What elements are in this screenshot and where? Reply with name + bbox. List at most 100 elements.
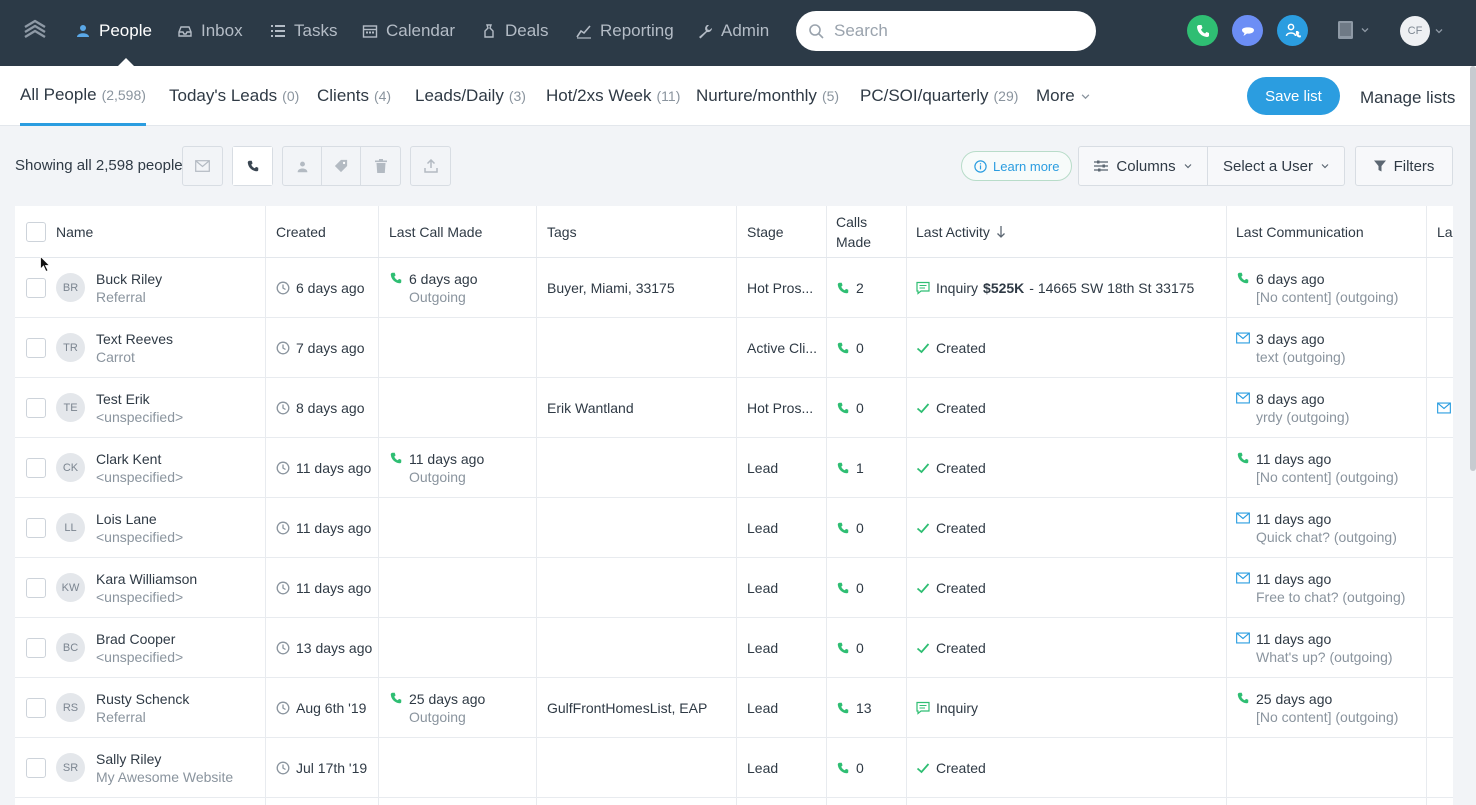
search-input[interactable] [834, 21, 1074, 41]
avatar[interactable]: CK [56, 453, 85, 482]
last-activity-cell[interactable]: Inquiry [916, 678, 1222, 738]
row-checkbox[interactable] [26, 518, 46, 538]
page-scrollbar[interactable] [1470, 66, 1476, 471]
save-list-button[interactable]: Save list [1247, 77, 1340, 115]
person-name[interactable]: Test Erik [96, 391, 150, 407]
header-created[interactable]: Created [276, 224, 326, 240]
row-checkbox[interactable] [26, 278, 46, 298]
row-checkbox[interactable] [26, 338, 46, 358]
filters-button[interactable]: Filters [1355, 146, 1453, 186]
last-activity-cell[interactable]: Created [916, 438, 1222, 498]
user-menu-chevron-icon[interactable] [1435, 27, 1443, 35]
assign-button[interactable] [283, 147, 322, 185]
last-communication-cell[interactable]: 11 days ago What's up? (outgoing) [1236, 618, 1424, 678]
table-row[interactable]: TR Text Reeves Carrot 7 days ago Active Cli.… [15, 318, 1453, 378]
person-name[interactable]: Buck Riley [96, 271, 163, 287]
header-last-call-made[interactable]: Last Call Made [389, 224, 483, 240]
last-communication-cell[interactable]: 6 days ago [No content] (outgoing) [1236, 258, 1424, 318]
nav-people[interactable]: People [75, 0, 152, 62]
learn-more-button[interactable]: Learn more [961, 151, 1073, 181]
tab-clients[interactable]: Clients (4) [317, 66, 391, 126]
row-checkbox[interactable] [26, 398, 46, 418]
delete-button[interactable] [361, 147, 400, 185]
stage-cell[interactable]: Hot Pros... [747, 400, 814, 416]
avatar[interactable]: RS [56, 693, 85, 722]
email-button[interactable] [183, 147, 222, 185]
stage-cell[interactable]: Lead [747, 760, 779, 776]
table-row[interactable]: RS Rusty Schenck Referral Aug 6th '19 25 day… [15, 678, 1453, 738]
header-name[interactable]: Name [56, 224, 94, 240]
table-row[interactable]: TE Test Erik <unspecified> 8 days ago Erik W… [15, 378, 1453, 438]
stage-cell[interactable]: Lead [747, 460, 779, 476]
search-box[interactable] [796, 11, 1096, 51]
tab-todays-leads[interactable]: Today's Leads (0) [169, 66, 299, 126]
nav-calendar[interactable]: Calendar [362, 0, 455, 62]
tag-button[interactable] [322, 147, 361, 185]
row-checkbox[interactable] [26, 578, 46, 598]
avatar[interactable]: LL [56, 513, 85, 542]
stage-cell[interactable]: Lead [747, 520, 779, 536]
tab-more[interactable]: More [1036, 66, 1090, 126]
header-stage[interactable]: Stage [747, 224, 784, 240]
call-button[interactable] [233, 147, 272, 185]
table-row[interactable]: CK Clark Kent <unspecified> 11 days ago 11 d… [15, 438, 1453, 498]
person-name[interactable]: Sally Riley [96, 751, 162, 767]
last-activity-cell[interactable]: Created [916, 318, 1222, 378]
avatar[interactable]: BR [56, 273, 85, 302]
nav-tasks[interactable]: Tasks [270, 0, 337, 62]
person-name[interactable]: Rusty Schenck [96, 691, 190, 707]
last-communication-cell[interactable]: 3 days ago text (outgoing) [1236, 318, 1424, 378]
avatar[interactable]: TR [56, 333, 85, 362]
nav-admin[interactable]: Admin [697, 0, 769, 62]
person-name[interactable]: Brad Cooper [96, 631, 176, 647]
last-communication-cell[interactable]: 25 days ago [No content] (outgoing) [1236, 678, 1424, 738]
last-activity-cell[interactable]: Created [916, 378, 1222, 438]
avatar[interactable]: KW [56, 573, 85, 602]
user-avatar[interactable]: CF [1400, 16, 1430, 46]
person-name[interactable]: Kara Williamson [96, 571, 198, 587]
person-name[interactable]: Lois Lane [96, 511, 157, 527]
last-activity-cell[interactable]: Created [916, 558, 1222, 618]
select-all-checkbox[interactable] [26, 222, 46, 242]
header-tags[interactable]: Tags [547, 224, 577, 240]
person-name[interactable]: Clark Kent [96, 451, 162, 467]
last-activity-cell[interactable]: Created [916, 618, 1222, 678]
row-checkbox[interactable] [26, 638, 46, 658]
table-row[interactable]: SR Sally Riley My Awesome Website Jul 17th … [15, 738, 1453, 798]
last-activity-cell[interactable]: Inquiry $525K - 14665 SW 18th St 33175 [916, 258, 1222, 318]
stage-cell[interactable]: Lead [747, 580, 779, 596]
phone-button[interactable] [1187, 15, 1218, 46]
stage-cell[interactable]: Active Cli... [747, 340, 818, 356]
avatar[interactable]: TE [56, 393, 85, 422]
manage-lists-link[interactable]: Manage lists [1360, 88, 1456, 107]
stage-cell[interactable]: Lead [747, 700, 779, 716]
last-communication-cell[interactable]: 11 days ago Quick chat? (outgoing) [1236, 498, 1424, 558]
address-book-menu[interactable] [1337, 20, 1369, 40]
row-checkbox[interactable] [26, 458, 46, 478]
nav-reporting[interactable]: Reporting [576, 0, 674, 62]
chat-button[interactable] [1232, 15, 1263, 46]
avatar[interactable]: BC [56, 633, 85, 662]
tab-all-people[interactable]: All People (2,598) [20, 66, 146, 126]
tab-hot-2xs-week[interactable]: Hot/2xs Week (11) [546, 66, 680, 126]
dialer-button[interactable] [1277, 15, 1308, 46]
header-last-activity[interactable]: Last Activity [916, 206, 1006, 258]
stage-cell[interactable]: Lead [747, 640, 779, 656]
row-checkbox[interactable] [26, 758, 46, 778]
tab-pc-soi-quarterly[interactable]: PC/SOI/quarterly (29) [860, 66, 1018, 126]
nav-deals[interactable]: Deals [481, 0, 548, 62]
avatar[interactable]: SR [56, 753, 85, 782]
nav-inbox[interactable]: Inbox [177, 0, 243, 62]
select-user-dropdown[interactable]: Select a User [1207, 146, 1345, 186]
row-checkbox[interactable] [26, 698, 46, 718]
last-activity-cell[interactable]: Created [916, 738, 1222, 798]
export-button[interactable] [411, 147, 450, 185]
table-row[interactable]: LL Lois Lane <unspecified> 11 days ago Lead 0… [15, 498, 1453, 558]
table-row[interactable]: BR Buck Riley Referral 6 days ago 6 days ago… [15, 258, 1453, 318]
tab-nurture-monthly[interactable]: Nurture/monthly (5) [696, 66, 839, 126]
person-name[interactable]: Text Reeves [96, 331, 174, 347]
header-last-communication[interactable]: Last Communication [1236, 224, 1364, 240]
tab-leads-daily[interactable]: Leads/Daily (3) [415, 66, 526, 126]
columns-dropdown[interactable]: Columns [1078, 146, 1208, 186]
app-logo-icon[interactable] [22, 18, 48, 44]
